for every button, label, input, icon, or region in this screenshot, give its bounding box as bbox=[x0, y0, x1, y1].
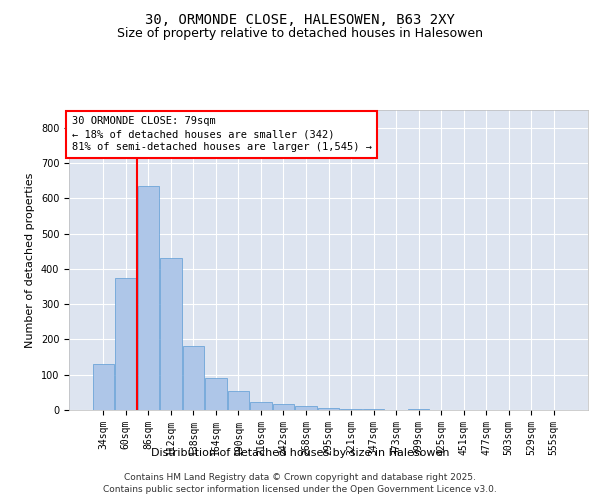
Bar bbox=[318, 408, 339, 410]
Text: 30 ORMONDE CLOSE: 79sqm
← 18% of detached houses are smaller (342)
81% of semi-d: 30 ORMONDE CLOSE: 79sqm ← 18% of detache… bbox=[71, 116, 371, 152]
Bar bbox=[295, 406, 317, 410]
Y-axis label: Number of detached properties: Number of detached properties bbox=[25, 172, 35, 348]
Bar bbox=[340, 409, 362, 410]
Bar bbox=[115, 278, 137, 410]
Bar bbox=[205, 378, 227, 410]
Bar bbox=[92, 364, 114, 410]
Text: Contains public sector information licensed under the Open Government Licence v3: Contains public sector information licen… bbox=[103, 485, 497, 494]
Bar bbox=[363, 409, 384, 410]
Text: Size of property relative to detached houses in Halesowen: Size of property relative to detached ho… bbox=[117, 28, 483, 40]
Bar bbox=[273, 404, 294, 410]
Bar bbox=[137, 186, 159, 410]
Bar bbox=[182, 346, 204, 410]
Bar bbox=[228, 390, 249, 410]
Text: Contains HM Land Registry data © Crown copyright and database right 2025.: Contains HM Land Registry data © Crown c… bbox=[124, 472, 476, 482]
Bar bbox=[250, 402, 272, 410]
Bar bbox=[160, 258, 182, 410]
Text: Distribution of detached houses by size in Halesowen: Distribution of detached houses by size … bbox=[151, 448, 449, 458]
Text: 30, ORMONDE CLOSE, HALESOWEN, B63 2XY: 30, ORMONDE CLOSE, HALESOWEN, B63 2XY bbox=[145, 12, 455, 26]
